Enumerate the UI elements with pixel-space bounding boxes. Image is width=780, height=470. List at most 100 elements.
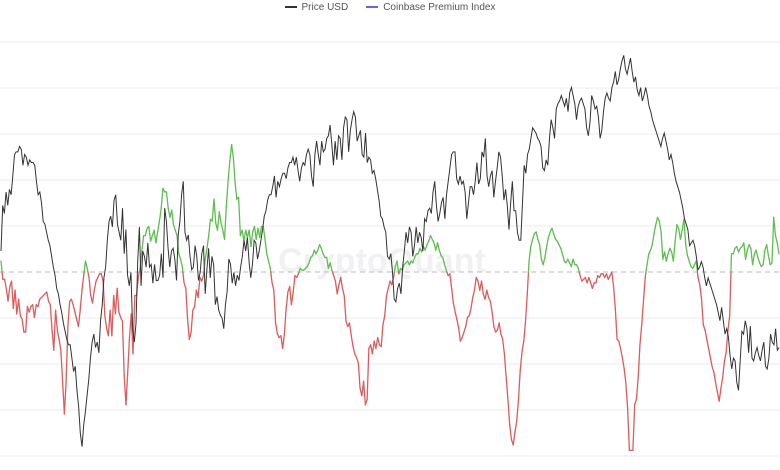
premium-segment <box>91 289 95 304</box>
premium-segment <box>748 244 752 249</box>
premium-segment <box>227 160 231 182</box>
premium-segment <box>362 380 367 406</box>
premium-segment <box>632 404 636 452</box>
premium-segment <box>382 315 386 326</box>
premium-segment <box>357 362 361 390</box>
premium-segment <box>595 274 599 284</box>
premium-segment <box>570 258 574 268</box>
premium-segment <box>572 258 576 266</box>
premium-segment <box>148 225 152 242</box>
premium-segment <box>364 398 368 406</box>
premium-segment <box>84 260 88 270</box>
premium-segment <box>120 316 124 322</box>
premium-segment <box>507 398 511 426</box>
legend: Price USD Coinbase Premium Index <box>0 0 780 14</box>
premium-segment <box>281 333 286 350</box>
premium-segment <box>17 298 22 317</box>
price-series-line[interactable] <box>0 55 780 447</box>
premium-segment <box>713 371 717 384</box>
premium-segment <box>320 247 324 255</box>
premium-segment <box>87 271 90 279</box>
premium-segment <box>111 295 115 337</box>
premium-segment <box>537 238 541 246</box>
premium-segment <box>424 244 428 251</box>
premium-segment <box>63 380 67 415</box>
premium-segment <box>392 271 396 279</box>
premium-segment <box>486 289 490 299</box>
premium-segment <box>465 316 469 328</box>
premium-segment <box>699 284 703 300</box>
premium-segment <box>612 285 616 310</box>
premium-segment <box>736 245 740 253</box>
premium-segment <box>271 282 275 291</box>
premium-segment <box>270 271 273 284</box>
premium-segment <box>626 407 631 452</box>
premium-segment <box>707 347 711 359</box>
premium-segment <box>665 253 669 262</box>
legend-item-premium[interactable]: Coinbase Premium Index <box>366 2 495 13</box>
premium-segment <box>452 302 456 313</box>
premium-segment <box>197 276 201 299</box>
premium-segment <box>384 295 388 317</box>
premium-segment <box>732 247 736 255</box>
premium-segment <box>216 211 220 231</box>
premium-segment <box>127 336 131 373</box>
legend-label-premium: Coinbase Premium Index <box>383 1 496 13</box>
premium-segment <box>642 276 646 302</box>
premium-segment <box>1 271 4 280</box>
premium-segment <box>47 300 51 306</box>
premium-segment <box>637 344 641 379</box>
premium-segment <box>28 305 32 313</box>
premium-segment <box>340 276 344 290</box>
premium-segment <box>456 318 460 330</box>
premium-segment <box>611 271 615 288</box>
premium-segment <box>54 309 58 331</box>
premium-segment <box>296 273 300 279</box>
premium-segment <box>243 229 247 242</box>
premium-segment <box>141 234 145 253</box>
premium-segment <box>639 324 643 346</box>
premium-segment <box>208 218 212 237</box>
premium-segment <box>714 382 719 393</box>
premium-segment <box>412 256 416 264</box>
premium-segment <box>449 273 453 290</box>
premium-segment <box>49 304 53 331</box>
premium-segment <box>259 225 263 239</box>
premium-segment <box>380 324 384 348</box>
premium-segment <box>523 320 527 342</box>
legend-item-price[interactable]: Price USD <box>284 2 348 13</box>
premium-segment <box>192 305 196 311</box>
premium-segment <box>223 205 227 240</box>
premium-segment <box>667 247 671 255</box>
premium-segment <box>588 276 592 284</box>
premium-segment <box>579 274 583 282</box>
premium-segment <box>538 244 543 260</box>
premium-segment <box>722 360 726 379</box>
premium-segment <box>528 245 532 262</box>
premium-segment <box>0 260 3 273</box>
premium-segment <box>514 420 518 433</box>
premium-segment <box>695 260 699 273</box>
premium-segment <box>516 398 520 422</box>
premium-segment <box>646 253 650 266</box>
premium-segment <box>371 340 375 355</box>
premium-segment <box>489 300 493 313</box>
premium-series[interactable] <box>0 143 780 452</box>
premium-segment <box>750 247 754 266</box>
premium-segment <box>393 265 396 273</box>
premium-segment <box>174 229 178 237</box>
premium-segment <box>144 227 148 237</box>
premium-segment <box>14 289 18 315</box>
premium-segment <box>193 289 198 308</box>
premium-segment <box>685 244 689 257</box>
premium-segment <box>531 233 535 240</box>
premium-segment <box>556 240 560 246</box>
premium-segment <box>33 304 37 319</box>
premium-segment <box>696 271 699 279</box>
premium-segment <box>544 245 548 259</box>
premium-segment <box>315 249 319 255</box>
premium-segment <box>118 311 122 319</box>
premium-segment <box>264 238 268 255</box>
premium-segment <box>58 338 62 351</box>
premium-segment <box>70 298 74 306</box>
